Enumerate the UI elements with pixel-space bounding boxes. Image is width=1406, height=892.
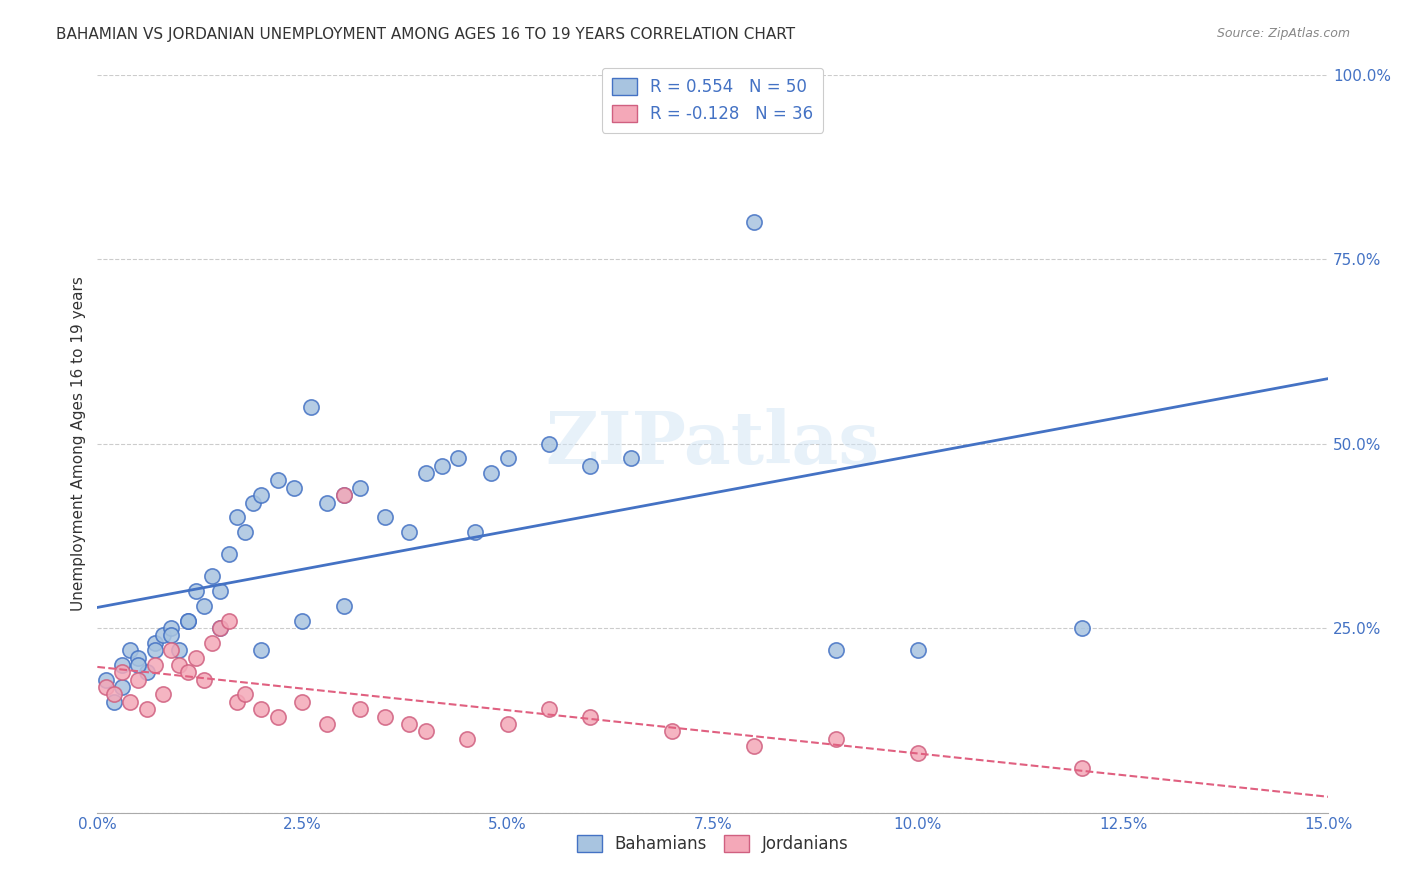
Point	[169, 657, 191, 672]
Text: ZIPatlas: ZIPatlas	[546, 408, 880, 479]
Point	[824, 643, 846, 657]
Point	[824, 731, 846, 746]
Point	[742, 739, 765, 753]
Point	[233, 525, 256, 540]
Point	[242, 495, 264, 509]
Point	[143, 657, 166, 672]
Point	[464, 525, 486, 540]
Point	[349, 702, 371, 716]
Point	[742, 215, 765, 229]
Point	[120, 695, 142, 709]
Legend: R = 0.554   N = 50, R = -0.128   N = 36: R = 0.554 N = 50, R = -0.128 N = 36	[602, 68, 824, 133]
Point	[291, 614, 314, 628]
Point	[103, 695, 125, 709]
Point	[218, 614, 240, 628]
Point	[103, 688, 125, 702]
Point	[479, 466, 502, 480]
Point	[373, 510, 395, 524]
Point	[430, 458, 453, 473]
Point	[907, 747, 929, 761]
Point	[332, 488, 354, 502]
Point	[135, 665, 157, 680]
Y-axis label: Unemployment Among Ages 16 to 19 years: Unemployment Among Ages 16 to 19 years	[72, 277, 86, 611]
Point	[578, 458, 600, 473]
Point	[398, 717, 420, 731]
Point	[201, 636, 224, 650]
Point	[316, 495, 339, 509]
Point	[225, 695, 247, 709]
Point	[1071, 761, 1094, 775]
Point	[201, 569, 224, 583]
Point	[184, 584, 207, 599]
Point	[620, 451, 643, 466]
Point	[233, 688, 256, 702]
Point	[283, 481, 305, 495]
Point	[415, 466, 437, 480]
Point	[267, 709, 290, 723]
Text: BAHAMIAN VS JORDANIAN UNEMPLOYMENT AMONG AGES 16 TO 19 YEARS CORRELATION CHART: BAHAMIAN VS JORDANIAN UNEMPLOYMENT AMONG…	[56, 27, 796, 42]
Point	[291, 695, 314, 709]
Point	[193, 599, 215, 613]
Point	[120, 643, 142, 657]
Point	[349, 481, 371, 495]
Point	[209, 621, 232, 635]
Point	[160, 621, 183, 635]
Point	[496, 451, 519, 466]
Point	[250, 702, 273, 716]
Point	[209, 584, 232, 599]
Point	[218, 547, 240, 561]
Point	[907, 643, 929, 657]
Point	[184, 650, 207, 665]
Point	[94, 680, 117, 694]
Point	[127, 650, 149, 665]
Point	[176, 614, 198, 628]
Point	[332, 488, 354, 502]
Point	[415, 724, 437, 739]
Point	[127, 673, 149, 687]
Point	[94, 673, 117, 687]
Point	[111, 680, 134, 694]
Point	[169, 643, 191, 657]
Point	[250, 488, 273, 502]
Point	[193, 673, 215, 687]
Point	[496, 717, 519, 731]
Point	[661, 724, 683, 739]
Point	[537, 436, 560, 450]
Point	[111, 665, 134, 680]
Point	[152, 628, 174, 642]
Point	[447, 451, 470, 466]
Point	[225, 510, 247, 524]
Point	[127, 657, 149, 672]
Point	[176, 665, 198, 680]
Point	[160, 628, 183, 642]
Point	[578, 709, 600, 723]
Point	[332, 599, 354, 613]
Point	[537, 702, 560, 716]
Point	[152, 688, 174, 702]
Point	[143, 636, 166, 650]
Point	[299, 400, 322, 414]
Text: Source: ZipAtlas.com: Source: ZipAtlas.com	[1216, 27, 1350, 40]
Point	[135, 702, 157, 716]
Point	[160, 643, 183, 657]
Point	[176, 614, 198, 628]
Point	[1071, 621, 1094, 635]
Point	[143, 643, 166, 657]
Point	[373, 709, 395, 723]
Point	[398, 525, 420, 540]
Point	[209, 621, 232, 635]
Point	[111, 657, 134, 672]
Point	[456, 731, 478, 746]
Point	[267, 474, 290, 488]
Point	[250, 643, 273, 657]
Point	[316, 717, 339, 731]
